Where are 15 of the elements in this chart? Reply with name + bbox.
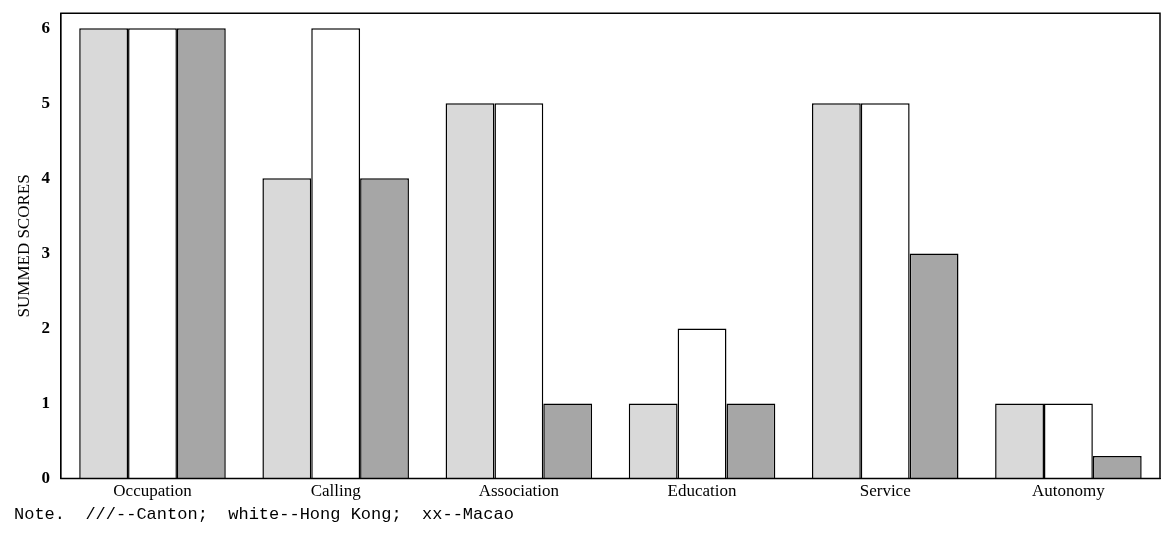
y-tick-label: 3 — [41, 242, 50, 262]
text: Note. ///--Canton; white--Hong Kong; xx--Macao — [14, 505, 514, 524]
y-tick-label: 5 — [41, 92, 50, 112]
y-tick-label: 4 — [41, 167, 51, 187]
x-tick-label: Education — [667, 481, 737, 501]
x-tick-label: Service — [859, 481, 911, 501]
y-tick-label: 0 — [41, 467, 50, 487]
x-tick-label: Calling — [310, 481, 362, 501]
y-tick-label: 2 — [41, 317, 50, 337]
y-tick-label: 1 — [41, 392, 50, 412]
y-tick-label: 6 — [41, 17, 50, 37]
x-tick-label: Occupation — [113, 481, 193, 501]
x-tick-label: Association — [478, 481, 560, 501]
y-axis-title: SUMMED SCORES — [13, 174, 33, 318]
x-tick-label: Autonomy — [1032, 481, 1106, 501]
